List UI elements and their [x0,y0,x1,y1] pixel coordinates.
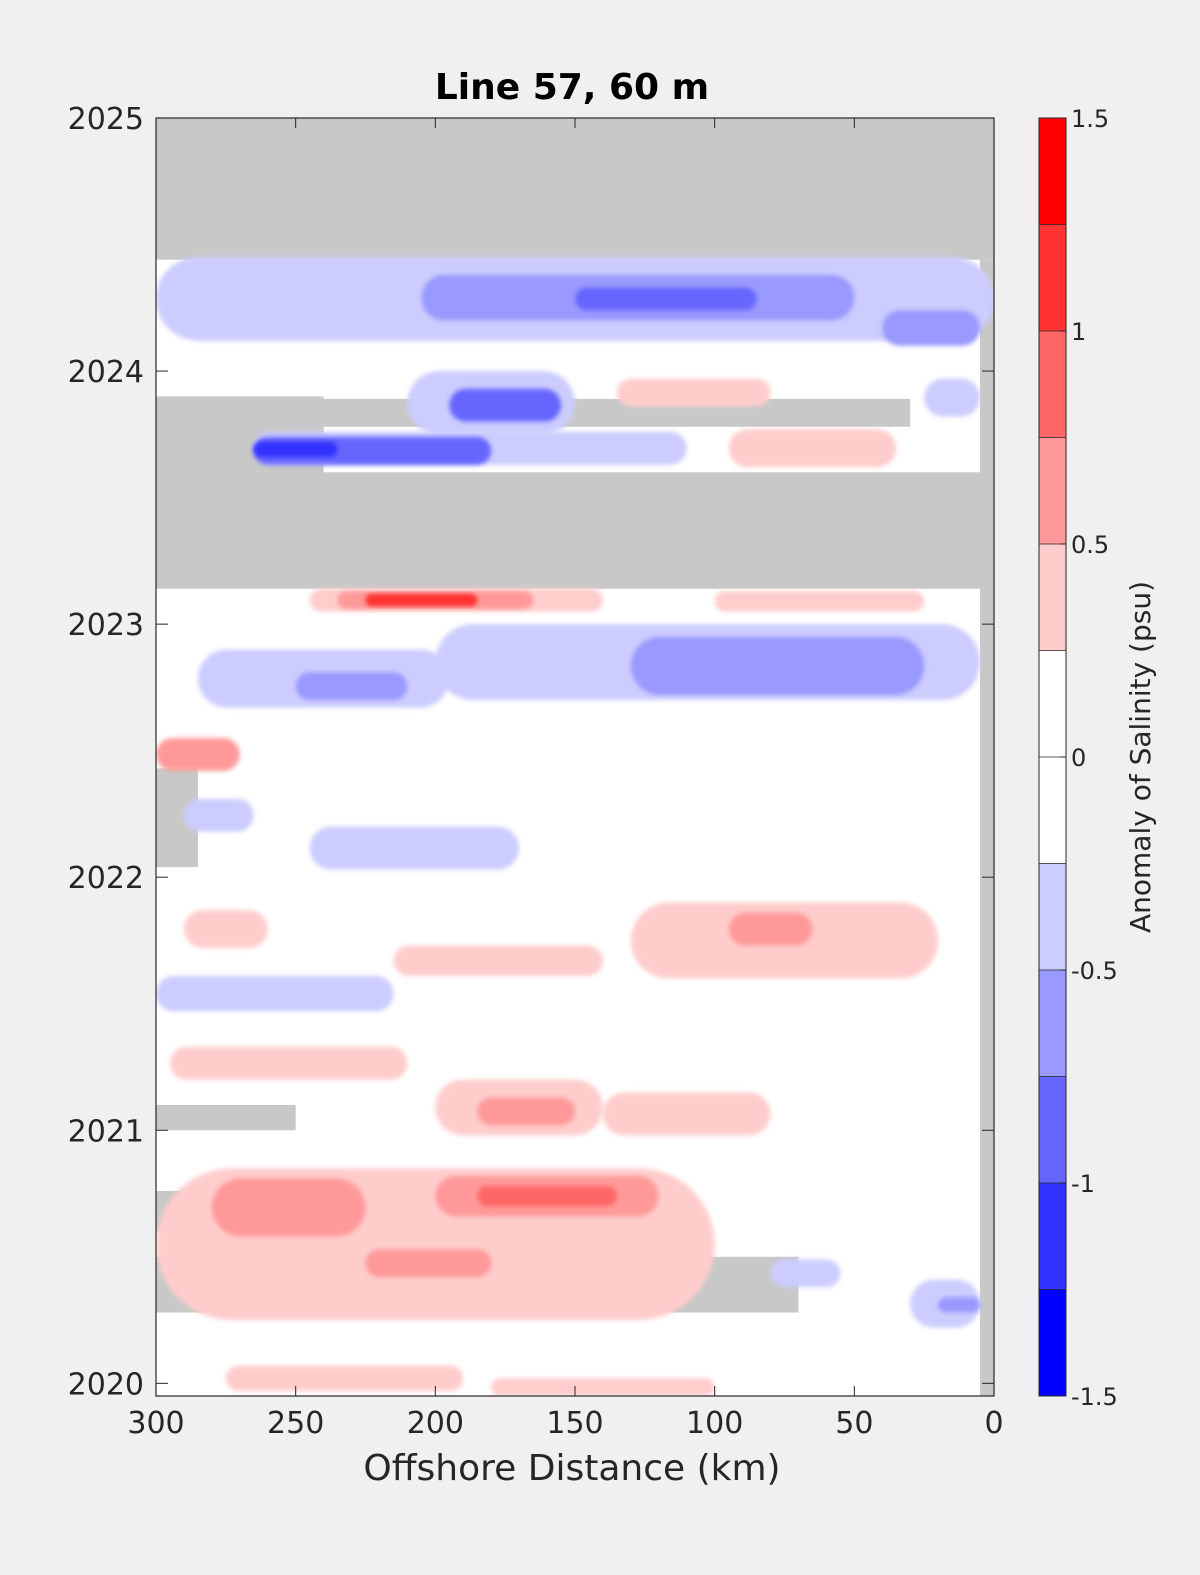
anomaly-patch [211,1178,366,1237]
y-tick-label: 2024 [68,355,144,390]
x-axis-label: Offshore Distance (km) [363,1448,780,1489]
y-tick-label: 2021 [68,1114,144,1149]
missing-data-region [156,472,994,589]
colorbar-segment [1039,1076,1066,1183]
missing-data-region [156,118,994,260]
anomaly-patch [924,378,981,417]
colorbar-segment [1039,331,1066,438]
anomaly-patch [630,636,925,695]
anomaly-patch [183,798,254,832]
colorbar-segment [1039,650,1066,757]
anomaly-field [156,118,994,1396]
colorbar-tick-label: -1.5 [1071,1383,1118,1411]
colorbar-segment [1039,757,1066,864]
y-tick-label: 2020 [68,1367,144,1402]
x-tick-label: 0 [984,1406,1003,1441]
anomaly-patch [365,593,478,607]
anomaly-patch [449,388,562,422]
y-tick-label: 2023 [68,608,144,643]
x-tick-label: 150 [546,1406,603,1441]
missing-data-region [156,1104,296,1131]
colorbar-tick-label: 0.5 [1071,531,1109,559]
y-axis-tick-labels: 2020 2021 2022 2023 2024 2025 [68,102,144,1402]
anomaly-patch [491,1378,715,1396]
anomaly-patch [225,1365,464,1391]
anomaly-patch [183,910,268,949]
y-tick-label: 2025 [68,102,144,137]
anomaly-patch [602,1092,771,1136]
colorbar: -1.5 -1 -0.5 0 0.5 1 1.5 Anomaly of Salinity (… [1038,105,1157,1411]
colorbar-segment [1039,1289,1066,1396]
anomaly-patch [156,738,240,771]
anomaly-patch [575,287,757,311]
colorbar-segment [1039,118,1066,225]
anomaly-patch [616,378,771,407]
axis-ticks [155,117,995,1396]
plot-area [155,117,995,1397]
colorbar-tick-label: -1 [1071,1170,1095,1198]
colorbar-segment [1039,437,1066,544]
x-axis-tick-labels: 300 250 200 150 100 50 0 [127,1406,1003,1441]
anomaly-patch [365,1249,492,1278]
x-tick-label: 250 [267,1406,324,1441]
colorbar-segment [1039,224,1066,331]
y-tick-label: 2022 [68,861,144,896]
anomaly-patch [938,1297,981,1313]
anomaly-patch [393,945,603,976]
colorbar-segment [1039,970,1066,1077]
anomaly-patch [295,672,408,701]
anomaly-patch [309,826,520,870]
anomaly-patch [156,975,394,1012]
x-tick-label: 100 [686,1406,743,1441]
anomaly-patch [253,441,338,458]
colorbar-tick-label: 1.5 [1071,105,1109,133]
colorbar-tick-label: -0.5 [1071,957,1118,985]
colorbar-tick-label: 1 [1071,318,1086,346]
anomaly-patch [728,912,813,946]
colorbar-segment [1039,1183,1066,1290]
x-tick-label: 300 [127,1406,184,1441]
x-tick-label: 50 [835,1406,873,1441]
colorbar-ticks: -1.5 -1 -0.5 0 0.5 1 1.5 [1060,105,1118,1411]
anomaly-patch [770,1259,841,1288]
colorbar-label: Anomaly of Salinity (psu) [1124,581,1157,933]
x-tick-label: 200 [407,1406,464,1441]
anomaly-patch [882,310,981,346]
anomaly-patch [477,1185,617,1207]
colorbar-segment [1039,863,1066,970]
anomaly-patch [714,591,925,612]
anomaly-patch [477,1097,575,1126]
anomaly-patch [169,1046,408,1080]
chart-title: Line 57, 60 m [435,67,709,108]
missing-data-region [980,259,994,1396]
colorbar-tick-label: 0 [1071,744,1086,772]
anomaly-patch [728,429,897,468]
colorbar-segment [1039,544,1066,651]
